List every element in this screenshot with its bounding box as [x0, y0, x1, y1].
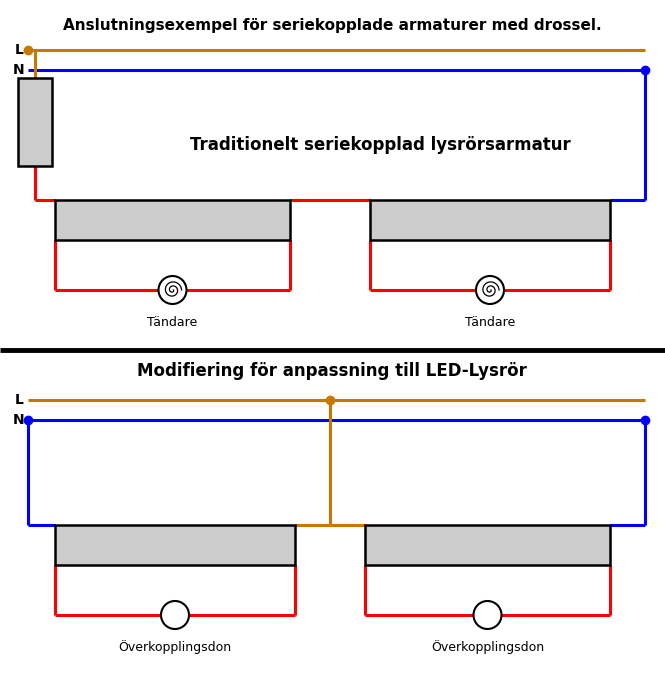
Text: LED-Lysrör: LED-Lysrör: [131, 536, 219, 554]
Text: Överkopplingsdon: Överkopplingsdon: [118, 640, 231, 654]
Bar: [18, 78, 52, 166]
Bar: [370, 200, 610, 240]
Text: Anslutningsexempel för seriekopplade armaturer med drossel.: Anslutningsexempel för seriekopplade arm…: [63, 18, 601, 33]
Circle shape: [473, 601, 501, 629]
Text: Drossel: Drossel: [30, 103, 40, 141]
Circle shape: [161, 601, 189, 629]
Text: Lysrör: Lysrör: [148, 211, 198, 229]
Text: Lysrör: Lysrör: [465, 211, 515, 229]
Text: N: N: [13, 63, 24, 77]
Bar: [365, 525, 610, 565]
Circle shape: [158, 276, 186, 304]
Bar: [55, 200, 290, 240]
Text: L: L: [15, 393, 24, 407]
Text: Tändare: Tändare: [148, 316, 198, 329]
Bar: [55, 525, 295, 565]
Text: Överkopplingsdon: Överkopplingsdon: [431, 640, 544, 654]
Text: Tändare: Tändare: [465, 316, 515, 329]
Text: Modifiering för anpassning till LED-Lysrör: Modifiering för anpassning till LED-Lysr…: [137, 362, 527, 380]
Text: Traditionelt seriekopplad lysrörsarmatur: Traditionelt seriekopplad lysrörsarmatur: [190, 136, 571, 154]
Text: L: L: [15, 43, 24, 57]
Circle shape: [476, 276, 504, 304]
Text: N: N: [13, 413, 24, 427]
Text: LED-Lysrör: LED-Lysrör: [444, 536, 531, 554]
